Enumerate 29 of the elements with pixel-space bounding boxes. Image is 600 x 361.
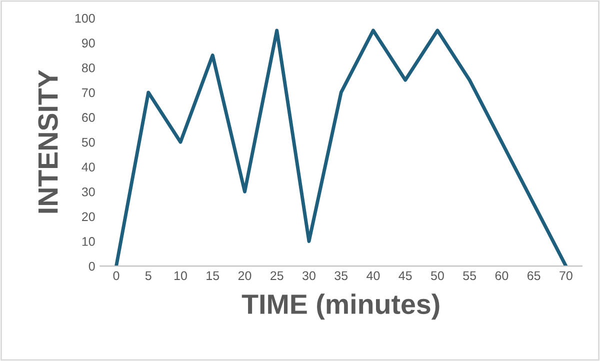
y-tick-label: 50	[82, 138, 95, 147]
y-tick-label: 100	[75, 14, 95, 23]
x-tick-label: 30	[302, 271, 316, 280]
x-tick-label: 0	[113, 271, 120, 280]
y-tick-label: 90	[82, 38, 95, 48]
x-tick-label: 70	[560, 271, 572, 280]
x-tick-label: 45	[398, 271, 412, 280]
y-axis-title: INTENSITY	[38, 70, 58, 213]
y-tick-label: 0	[88, 262, 95, 271]
x-tick-label: 50	[431, 271, 444, 280]
x-tick-label: 55	[463, 271, 476, 280]
y-tick-label: 10	[82, 237, 95, 246]
y-tick-label: 40	[82, 162, 95, 172]
y-tick-label: 70	[82, 88, 95, 98]
y-tick-label: 60	[82, 113, 95, 122]
x-axis-title: TIME (minutes)	[242, 294, 440, 320]
y-tick-label: 80	[82, 63, 95, 72]
x-tick-label: 60	[495, 271, 508, 280]
x-tick-label: 5	[145, 271, 152, 280]
y-tick-label: 30	[82, 187, 95, 196]
x-tick-label: 40	[366, 271, 380, 280]
x-tick-label: 20	[238, 271, 252, 280]
x-tick-label: 15	[206, 271, 220, 280]
y-tick-label: 20	[82, 212, 95, 222]
x-tick-label: 10	[174, 271, 187, 280]
line-series	[114, 28, 568, 266]
x-tick-label: 35	[334, 271, 348, 280]
x-tick-label: 65	[528, 271, 540, 280]
x-tick-label: 25	[270, 271, 284, 280]
